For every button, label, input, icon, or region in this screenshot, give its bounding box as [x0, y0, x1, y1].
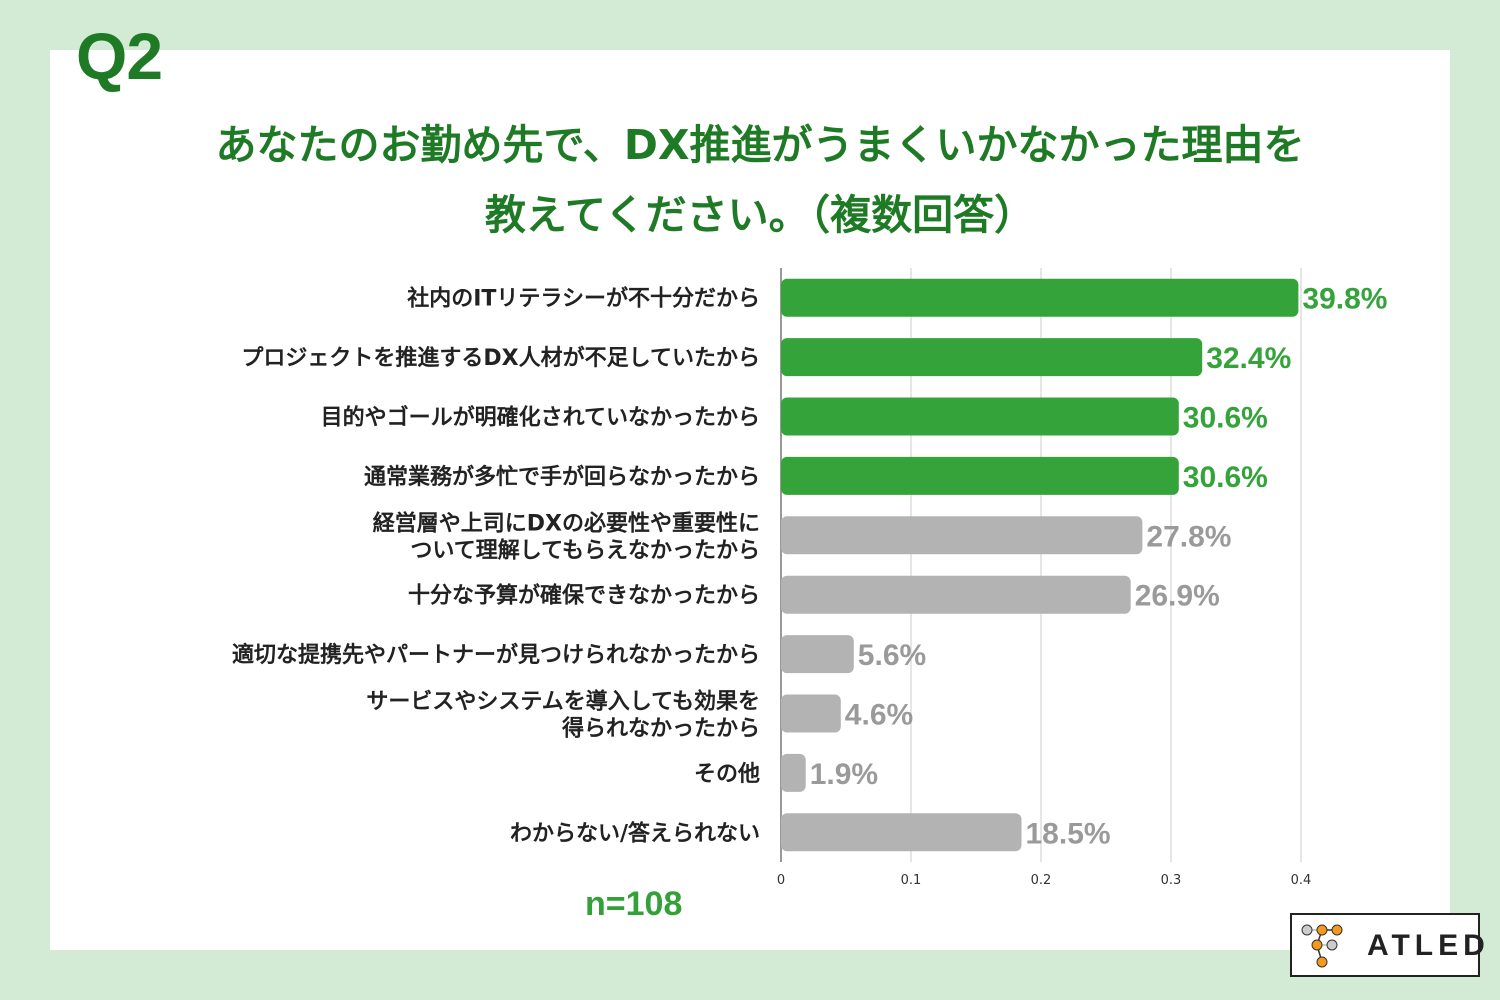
data-label: 1.9%: [810, 758, 878, 791]
x-tick-label: 0.2: [1031, 873, 1052, 888]
data-label: 30.6%: [1183, 402, 1268, 435]
bar: [781, 456, 1179, 495]
bar: [781, 278, 1299, 317]
data-label: 30.6%: [1183, 461, 1268, 494]
category-label: 経営層や上司にDXの必要性や重要性について理解してもらえなかったから: [373, 510, 760, 563]
data-label: 26.9%: [1135, 580, 1220, 613]
bar: [781, 575, 1131, 614]
logo-text: ATLED: [1367, 929, 1490, 962]
data-label: 4.6%: [845, 699, 913, 732]
x-tick-label: 0.3: [1161, 873, 1182, 888]
bar: [781, 516, 1143, 555]
category-label: その他: [694, 762, 760, 787]
data-label: 5.6%: [858, 639, 926, 672]
x-tick-label: 0.4: [1291, 873, 1312, 888]
atled-logo: ATLED: [1290, 913, 1485, 977]
category-label: 十分な予算が確保できなかったから: [408, 583, 760, 609]
question-number: Q2: [76, 19, 163, 93]
x-tick-label: 0: [777, 873, 785, 888]
bar: [781, 813, 1022, 852]
data-label: 27.8%: [1146, 520, 1231, 553]
chart-title: あなたのお勤め先で、DX推進がうまくいかなかった理由を 教えてください。（複数回…: [215, 121, 1305, 239]
category-label: 通常業務が多忙で手が回らなかったから: [364, 464, 760, 490]
category-label: わからない/答えられない: [510, 820, 760, 846]
logo-network-icon: [1301, 924, 1343, 968]
bar: [781, 397, 1179, 436]
bar: [781, 635, 854, 674]
category-label: 目的やゴールが明確化されていなかったから: [321, 405, 760, 431]
data-label: 39.8%: [1302, 283, 1387, 316]
sample-size: n=108: [585, 885, 683, 923]
data-label: 18.5%: [1026, 817, 1111, 850]
chart-panel: [50, 50, 1450, 950]
x-tick-label: 0.1: [901, 873, 922, 888]
category-label: 社内のITリテラシーが不十分だから: [407, 286, 760, 312]
data-label: 32.4%: [1206, 342, 1291, 375]
category-label: サービスやシステムを導入しても効果を得られなかったから: [366, 689, 760, 742]
bar: [781, 338, 1203, 377]
bar: [781, 753, 806, 792]
category-label: 適切な提携先やパートナーが見つけられなかったから: [232, 642, 760, 668]
category-label: プロジェクトを推進するDX人材が不足していたから: [241, 345, 760, 371]
bar: [781, 694, 841, 733]
